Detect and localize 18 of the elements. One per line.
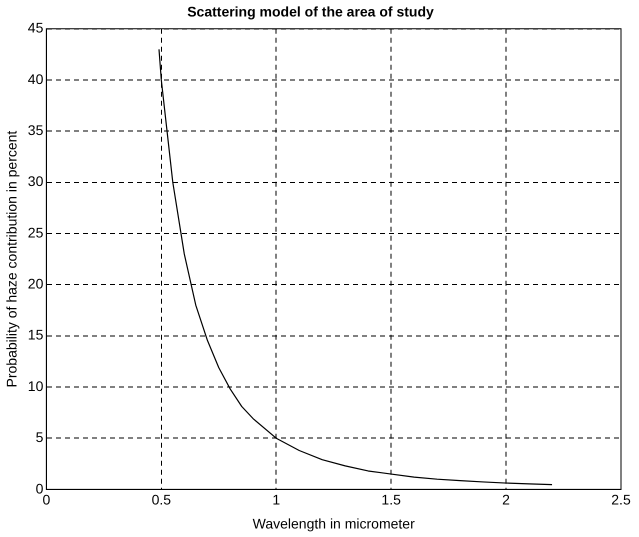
y-tick-label: 35 xyxy=(28,122,44,138)
y-tick-label: 30 xyxy=(28,173,44,190)
y-tick-label: 15 xyxy=(28,326,44,343)
x-tick-label: 1.5 xyxy=(381,492,402,508)
x-tick-label: 2.5 xyxy=(611,492,631,508)
y-tick-label: 20 xyxy=(28,276,44,292)
y-tick-label: 25 xyxy=(28,224,44,240)
y-tick-label: 10 xyxy=(28,378,44,394)
y-tick-label: 40 xyxy=(28,70,44,87)
y-tick-label: 5 xyxy=(36,429,44,446)
x-axis-title: Wavelength in micrometer xyxy=(252,515,416,532)
y-tick-label: 45 xyxy=(28,20,44,36)
x-tick-label: 2 xyxy=(502,492,510,508)
chart-title: Scattering model of the area of study xyxy=(187,3,434,20)
x-tick-label: 0.5 xyxy=(152,492,172,508)
y-axis-title: Probability of haze contribution in percent xyxy=(3,130,20,388)
x-tick-label: 1 xyxy=(272,492,280,508)
y-tick-label: 0 xyxy=(36,480,44,496)
